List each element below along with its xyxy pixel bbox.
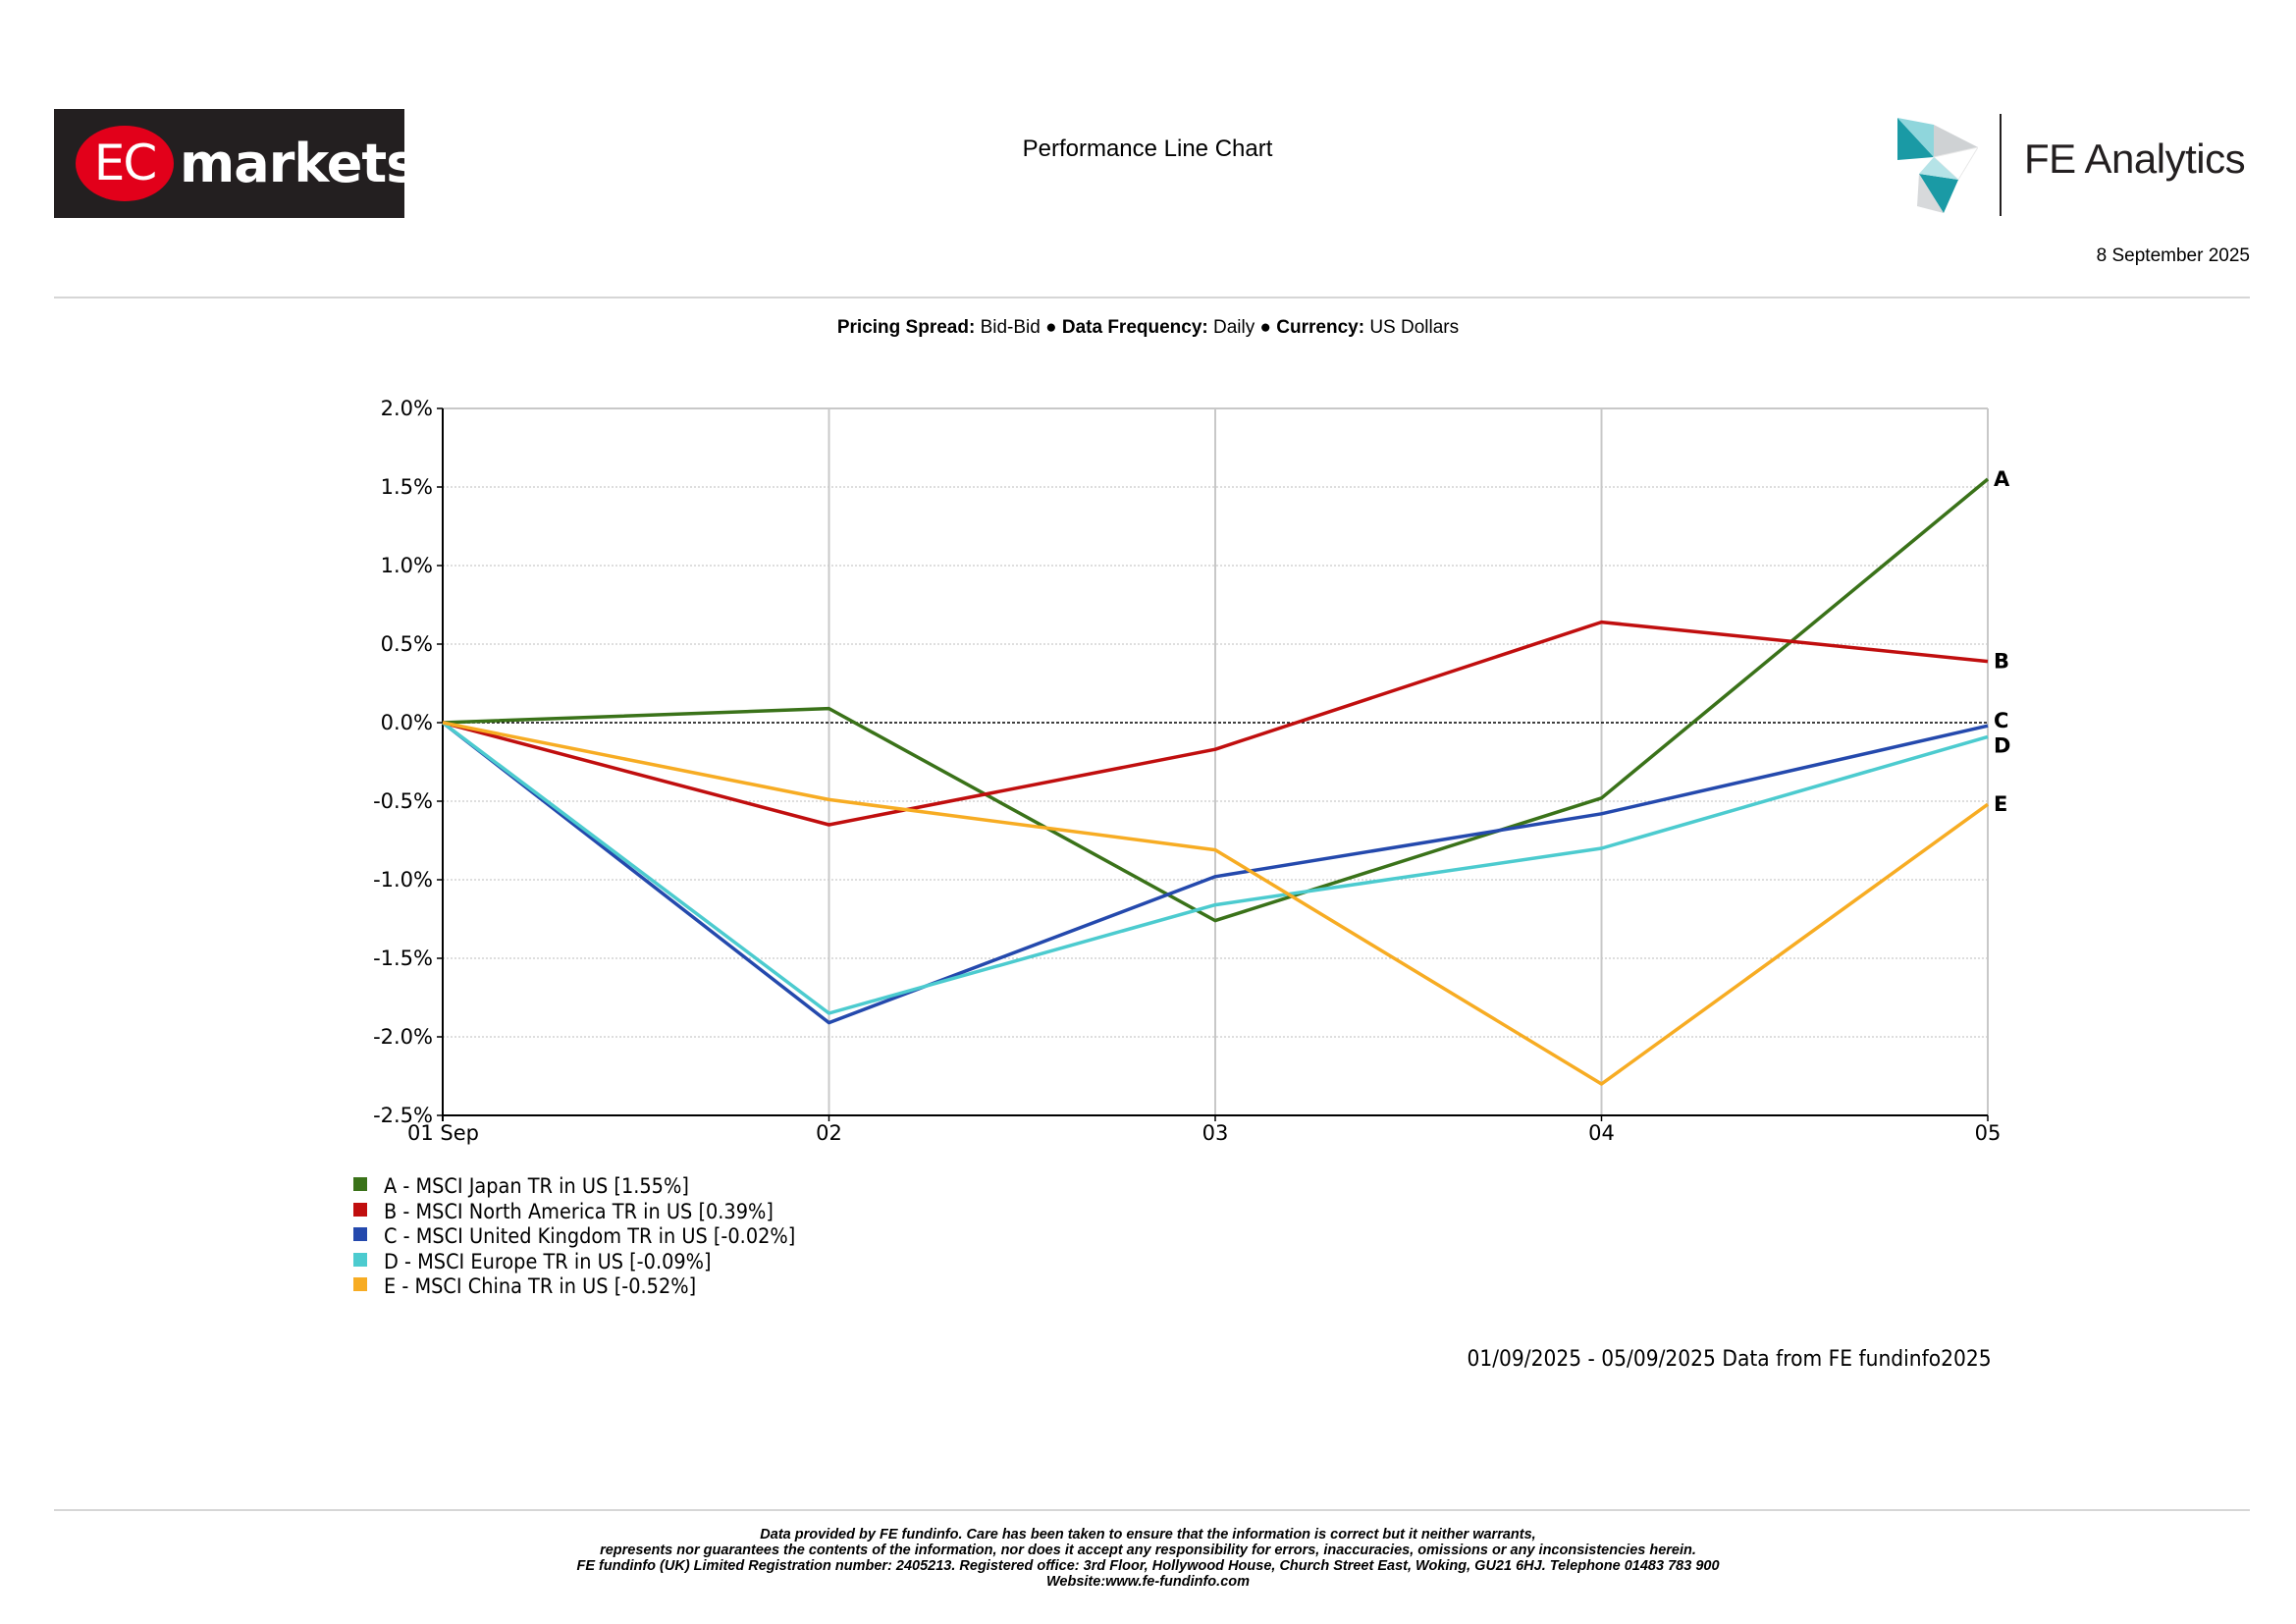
disclaimer-line: FE fundinfo (UK) Limited Registration nu… [576,1558,1720,1574]
y-tick-label: -1.5% [373,947,433,970]
settings-separator: ● [1259,317,1272,338]
x-tick-label: 04 [1588,1121,1615,1145]
y-tick-label: 1.5% [381,475,433,499]
data-frequency-label: Data Frequency: [1061,317,1208,338]
disclaimer-line: represents nor guarantees the contents o… [600,1543,1696,1558]
pricing-spread-label: Pricing Spread: [836,317,976,338]
legend-label: C - MSCI United Kingdom TR in US [-0.02%… [384,1224,796,1248]
x-tick-label: 05 [1975,1121,2002,1145]
series-end-label: C [1994,709,2008,732]
legend-label: B - MSCI North America TR in US [0.39%] [384,1199,774,1223]
disclaimer-line: Website:www.fe-fundinfo.com [1045,1574,1251,1590]
series-line [442,721,1990,1086]
legend-swatch [353,1252,367,1267]
ec-markets-logo: EC markets [54,109,417,218]
currency-value: US Dollars [1369,317,1460,338]
series-line [441,721,1989,1025]
series-end-label: A [1994,467,2010,491]
footer-divider [54,1509,2250,1511]
legend-swatch [353,1177,367,1191]
y-tick-label: -1.0% [373,868,433,892]
pricing-spread-value: Bid-Bid [980,317,1041,338]
y-tick-label: 2.0% [381,397,433,420]
x-tick-label: 02 [816,1121,842,1145]
y-tick-label: 0.5% [381,632,433,656]
header-divider [54,297,2250,298]
series-line [442,620,1989,827]
disclaimer: Data provided by FE fundinfo. Care has b… [0,1527,2296,1590]
series-line [442,477,1990,923]
y-tick-label: -0.5% [373,789,433,813]
fe-logo-divider [2000,114,2002,216]
y-tick-label: -2.5% [373,1104,433,1127]
data-period-note: 01/09/2025 - 05/09/2025 Data from FE fun… [1467,1347,1992,1372]
legend-label: E - MSCI China TR in US [-0.52%] [384,1274,697,1298]
legend-swatch [353,1227,367,1241]
fe-analytics-logo-text: FE Analytics [2024,135,2246,182]
y-tick-label: -2.0% [373,1025,433,1049]
series-end-label: E [1994,792,2007,816]
performance-line-chart: 2.0% 1.5% 1.0% 0.5% 0.0% -0.5% -1.0% -1.5% -2.0%… [373,397,2010,1145]
fe-analytics-logo-icon [1897,118,1978,213]
settings-separator: ● [1045,317,1057,338]
legend-swatch [353,1277,367,1291]
logo-red-circle [76,126,174,201]
chart-settings: Pricing Spread: Bid-Bid ● Data Frequency… [0,317,2296,339]
page-title: Performance Line Chart [1022,135,1273,162]
disclaimer-line: Data provided by FE fundinfo. Care has b… [760,1527,1536,1543]
data-frequency-value: Daily [1213,317,1255,338]
logo-ec-text: EC [93,135,158,191]
logo-markets-text: markets [180,133,417,194]
series-line [441,721,1989,1015]
y-tick-label: 0.0% [381,711,433,734]
legend-label: A - MSCI Japan TR in US [1.55%] [384,1174,689,1198]
legend-swatch [353,1202,367,1217]
currency-label: Currency: [1276,317,1365,338]
report-date: 8 September 2025 [2096,245,2250,266]
series-end-label: B [1994,650,2009,674]
x-tick-label: 01 Sep [407,1121,479,1145]
y-tick-label: 1.0% [381,554,433,577]
legend-label: D - MSCI Europe TR in US [-0.09%] [384,1249,712,1273]
series-end-label: D [1994,733,2010,757]
x-tick-label: 03 [1202,1121,1229,1145]
